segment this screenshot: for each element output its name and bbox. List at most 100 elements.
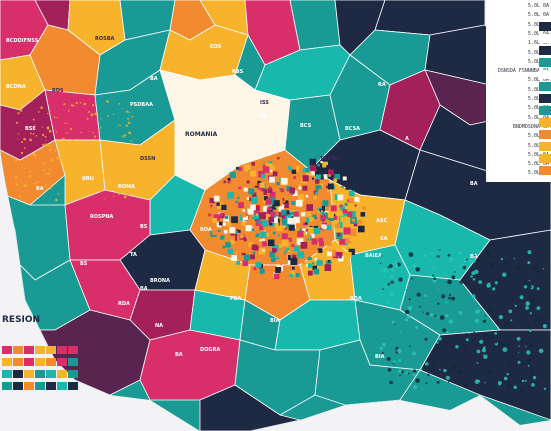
burst-tile — [287, 217, 294, 224]
legend-right-entry: 5.0L 0A — [527, 86, 549, 93]
region-label: BS — [140, 224, 148, 230]
region-label: PA — [260, 113, 267, 119]
burst-tile — [342, 209, 347, 214]
land-dot — [17, 109, 19, 111]
region-s10[interactable] — [199, 384, 301, 431]
legend-swatch — [24, 382, 34, 390]
sea-dot — [542, 341, 545, 343]
burst-tile — [317, 203, 322, 208]
burst-tile — [251, 197, 258, 204]
burst-tile — [284, 227, 287, 230]
sea-dot — [472, 277, 476, 281]
burst-tile — [314, 228, 321, 234]
burst-tile — [236, 260, 241, 265]
sea-dot — [502, 347, 508, 352]
land-dot — [15, 121, 19, 124]
region-label: RBS — [232, 69, 244, 75]
burst-tile — [238, 202, 244, 208]
sea-dot — [471, 271, 476, 276]
land-dot — [124, 134, 127, 137]
burst-tile — [251, 228, 255, 232]
legend-right-entry: 5.0L 0A — [527, 170, 549, 177]
burst-tile — [210, 204, 213, 208]
sea-dot — [519, 387, 525, 392]
land-dot — [84, 167, 87, 171]
burst-tile — [276, 205, 281, 211]
legend-right-swatch — [539, 142, 551, 151]
legend-right-entry: 5.0L 0A — [527, 142, 549, 149]
land-dot — [115, 164, 118, 167]
sea-dot — [542, 268, 545, 270]
burst-tile — [305, 194, 309, 198]
sea-dot — [425, 382, 428, 385]
legend-swatch — [57, 346, 67, 354]
legend-right-entry: 5.0L 0A — [527, 58, 549, 65]
sea-dot — [408, 298, 411, 301]
sea-dot — [517, 360, 521, 364]
burst-tile — [327, 183, 334, 190]
sea-dot — [506, 373, 509, 376]
land-dot — [66, 123, 69, 125]
land-dot — [19, 180, 21, 183]
burst-tile — [251, 162, 255, 166]
legend-right-swatch — [539, 22, 551, 31]
land-dot — [68, 196, 72, 199]
legend-swatch — [68, 358, 78, 366]
sea-dot — [529, 312, 532, 315]
sea-dot — [388, 264, 393, 268]
sea-dot — [456, 357, 459, 360]
sea-dot — [447, 279, 452, 285]
sea-dot — [523, 285, 528, 289]
burst-tile — [353, 201, 356, 204]
burst-tile — [287, 260, 292, 265]
burst-tile — [289, 187, 295, 193]
sea-dot — [383, 268, 387, 273]
land-dot — [79, 197, 82, 200]
land-dot — [112, 113, 115, 116]
land-dot — [121, 174, 123, 176]
region-label: BS — [80, 261, 88, 267]
sea-dot — [535, 383, 538, 387]
land-dot — [108, 163, 110, 164]
burst-tile — [262, 249, 265, 252]
region-label: BA — [175, 352, 183, 358]
sea-dot — [450, 345, 454, 349]
burst-tile — [264, 214, 271, 220]
land-dot — [23, 137, 26, 141]
burst-tile — [326, 185, 329, 189]
region-label: BA — [36, 186, 44, 192]
burst-tile — [316, 259, 323, 266]
burst-tile — [281, 233, 288, 240]
sea-dot — [483, 354, 488, 359]
region-label: PSDBAA — [130, 102, 153, 108]
burst-tile — [295, 199, 303, 207]
burst-tile — [314, 170, 320, 176]
sea-dot — [396, 348, 402, 354]
land-dot — [78, 186, 80, 188]
burst-tile — [346, 252, 352, 258]
land-dot — [121, 179, 124, 182]
burst-tile — [279, 263, 283, 266]
burst-tile — [278, 206, 285, 212]
burst-tile — [302, 261, 306, 265]
sea-dot — [433, 277, 437, 281]
land-dot — [41, 126, 43, 128]
burst-tile — [339, 239, 345, 245]
land-dot — [83, 102, 87, 106]
sea-dot — [528, 290, 533, 294]
sea-dot — [505, 343, 509, 347]
legend-swatch — [24, 346, 34, 354]
burst-tile — [336, 188, 343, 195]
land-dot — [101, 112, 102, 114]
burst-tile — [357, 219, 362, 225]
burst-tile — [311, 238, 318, 245]
burst-tile — [293, 176, 296, 179]
burst-tile — [338, 255, 342, 259]
region-s9[interactable] — [314, 339, 421, 406]
region-labels: BCDDIFNSS ROSBA EOS BCDNA RDS BA RBS PSD… — [6, 36, 478, 360]
sea-dot — [451, 275, 456, 280]
sea-dot — [525, 301, 530, 306]
sea-dot — [441, 294, 446, 299]
sea-dot — [449, 257, 454, 262]
burst-tile — [313, 268, 320, 275]
